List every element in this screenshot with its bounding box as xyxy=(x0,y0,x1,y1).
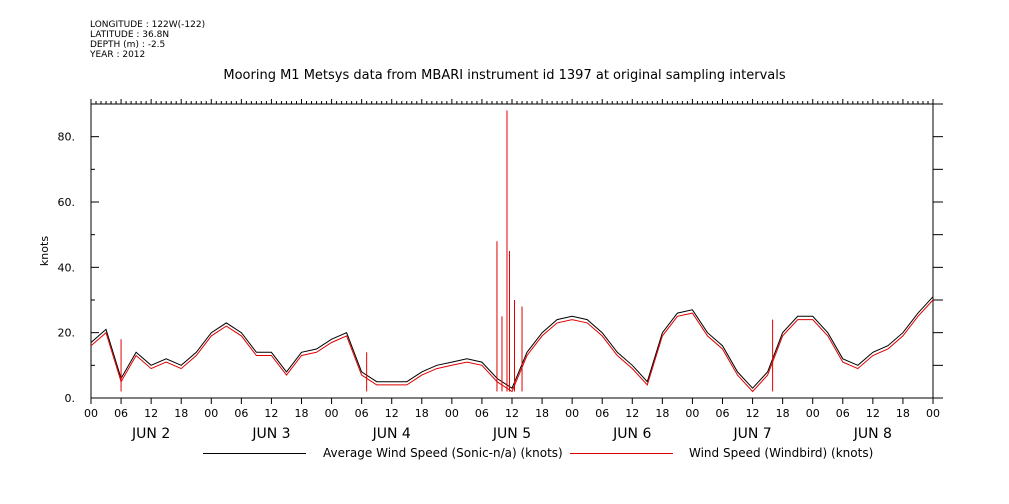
x-tick-label: 12 xyxy=(264,407,278,420)
x-tick-label: 18 xyxy=(776,407,790,420)
legend-label-windbird: Wind Speed (Windbird) (knots) xyxy=(689,446,874,460)
day-label: JUN 8 xyxy=(853,426,892,442)
depth-text: DEPTH (m) : -2.5 xyxy=(90,40,166,50)
x-tick-label: 12 xyxy=(505,407,519,420)
x-tick-label: 06 xyxy=(114,407,128,420)
latitude-text: LATITUDE : 36.8N xyxy=(90,30,170,40)
year-text: YEAR : 2012 xyxy=(90,50,146,60)
x-tick-label: 06 xyxy=(595,407,609,420)
x-axis: 00 06 12 18 00 06 12 18 00 06 12 18 00 06 12 18 00 06 12 18… xyxy=(84,99,940,442)
y-tick-label: 20. xyxy=(58,327,76,340)
x-tick-label: 18 xyxy=(174,407,188,420)
series-group xyxy=(90,110,934,393)
x-tick-label: 06 xyxy=(836,407,850,420)
x-tick-label: 00 xyxy=(806,407,820,420)
x-tick-label: 00 xyxy=(565,407,579,420)
chart-title: Mooring M1 Metsys data from MBARI instru… xyxy=(223,68,786,83)
x-tick-label: 12 xyxy=(746,407,760,420)
y-axis: 0. 20. 40. 60. 80. xyxy=(58,103,943,405)
x-tick-label: 00 xyxy=(926,407,940,420)
day-label: JUN 3 xyxy=(251,426,290,442)
plot-frame xyxy=(90,103,934,399)
x-tick-label: 00 xyxy=(325,407,339,420)
y-tick-label: 60. xyxy=(58,196,76,209)
x-tick-label: 18 xyxy=(896,407,910,420)
x-tick-label: 06 xyxy=(355,407,369,420)
y-tick-label: 40. xyxy=(58,261,76,274)
x-tick-label: 06 xyxy=(716,407,730,420)
x-tick-label: 18 xyxy=(535,407,549,420)
x-tick-label: 18 xyxy=(295,407,309,420)
x-tick-label: 12 xyxy=(144,407,158,420)
x-tick-label: 12 xyxy=(625,407,639,420)
day-label: JUN 2 xyxy=(131,426,170,442)
day-label: JUN 6 xyxy=(612,426,651,442)
day-label: JUN 4 xyxy=(372,426,411,442)
x-tick-label: 00 xyxy=(204,407,218,420)
longitude-text: LONGITUDE : 122W(-122) xyxy=(90,20,206,30)
x-tick-label: 12 xyxy=(385,407,399,420)
x-tick-label: 00 xyxy=(685,407,699,420)
series-line-windbird xyxy=(90,299,934,393)
legend: Average Wind Speed (Sonic-n/a) (knots) W… xyxy=(0,446,1009,466)
x-tick-label: 06 xyxy=(475,407,489,420)
day-label: JUN 5 xyxy=(492,426,531,442)
series-line-avg xyxy=(90,296,934,389)
y-tick-label: 80. xyxy=(58,131,76,144)
x-tick-label: 18 xyxy=(415,407,429,420)
x-tick-label: 06 xyxy=(234,407,248,420)
legend-label-avg: Average Wind Speed (Sonic-n/a) (knots) xyxy=(323,446,563,460)
x-tick-label: 00 xyxy=(445,407,459,420)
x-tick-label: 12 xyxy=(866,407,880,420)
x-tick-label: 00 xyxy=(84,407,98,420)
legend-swatch-windbird xyxy=(570,453,673,454)
metadata-block: LONGITUDE : 122W(-122) LATITUDE : 36.8N … xyxy=(90,20,205,60)
y-axis-label: knots xyxy=(38,236,51,266)
day-label: JUN 7 xyxy=(732,426,771,442)
legend-swatch-avg xyxy=(203,453,306,454)
x-tick-label: 18 xyxy=(655,407,669,420)
y-tick-label: 0. xyxy=(65,392,76,405)
